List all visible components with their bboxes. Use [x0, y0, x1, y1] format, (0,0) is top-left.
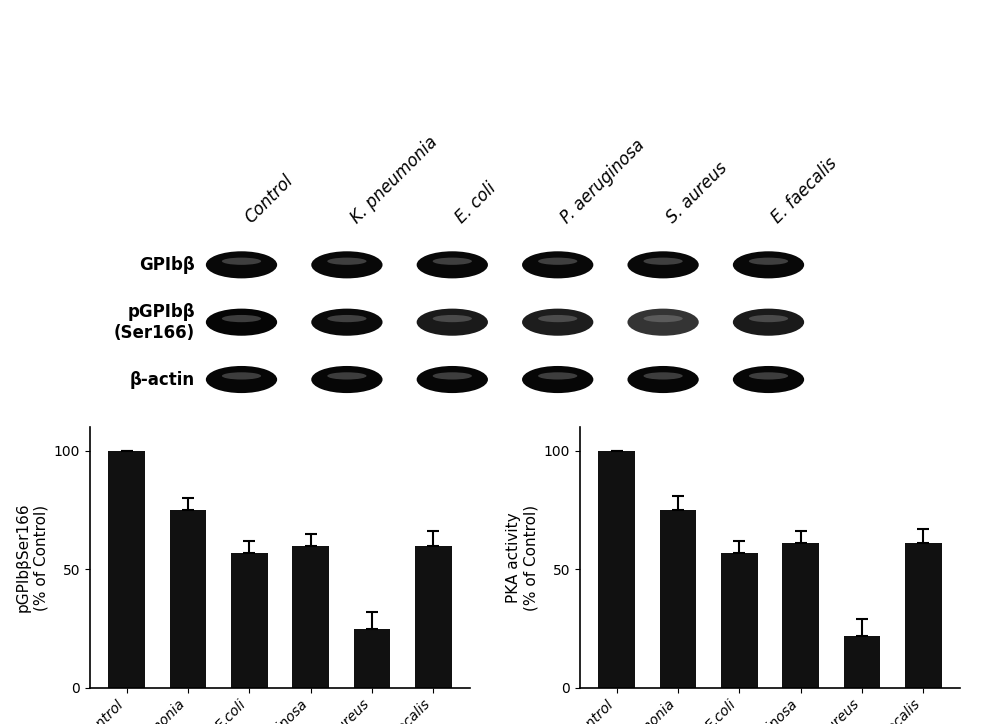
Bar — [721, 552, 758, 688]
Ellipse shape — [749, 315, 788, 322]
Ellipse shape — [311, 251, 383, 279]
Bar — [415, 546, 452, 688]
Ellipse shape — [433, 315, 472, 322]
Ellipse shape — [327, 258, 367, 265]
Text: Control: Control — [242, 172, 297, 227]
Ellipse shape — [627, 251, 699, 279]
Ellipse shape — [749, 258, 788, 265]
Text: pGPIbβ
(Ser166): pGPIbβ (Ser166) — [114, 303, 195, 342]
Bar — [905, 543, 942, 688]
Bar — [844, 636, 880, 688]
Bar — [292, 546, 329, 688]
Ellipse shape — [643, 258, 683, 265]
Ellipse shape — [749, 372, 788, 379]
Y-axis label: pGPIbβSer166
(% of Control): pGPIbβSer166 (% of Control) — [16, 502, 48, 613]
Bar — [108, 451, 145, 688]
Text: E. coli: E. coli — [452, 180, 500, 227]
Ellipse shape — [733, 308, 804, 336]
Ellipse shape — [222, 258, 261, 265]
Bar — [231, 552, 268, 688]
Ellipse shape — [538, 372, 577, 379]
Ellipse shape — [538, 315, 577, 322]
Ellipse shape — [311, 366, 383, 393]
Bar — [660, 510, 696, 688]
Ellipse shape — [733, 251, 804, 279]
Bar — [354, 628, 390, 688]
Text: S. aureus: S. aureus — [663, 159, 731, 227]
Text: P. aeruginosa: P. aeruginosa — [558, 136, 649, 227]
Ellipse shape — [522, 251, 593, 279]
Bar — [598, 451, 635, 688]
Ellipse shape — [206, 366, 277, 393]
Ellipse shape — [417, 251, 488, 279]
Ellipse shape — [206, 308, 277, 336]
Text: E. faecalis: E. faecalis — [768, 154, 841, 227]
Ellipse shape — [627, 366, 699, 393]
Ellipse shape — [417, 366, 488, 393]
Ellipse shape — [522, 366, 593, 393]
Ellipse shape — [222, 372, 261, 379]
Y-axis label: PKA activity
(% of Control): PKA activity (% of Control) — [506, 505, 538, 610]
Ellipse shape — [627, 308, 699, 336]
Bar — [170, 510, 206, 688]
Ellipse shape — [643, 372, 683, 379]
Ellipse shape — [327, 315, 367, 322]
Ellipse shape — [538, 258, 577, 265]
Ellipse shape — [222, 315, 261, 322]
Text: β-actin: β-actin — [130, 371, 195, 389]
Ellipse shape — [433, 372, 472, 379]
Ellipse shape — [433, 258, 472, 265]
Ellipse shape — [522, 308, 593, 336]
Ellipse shape — [206, 251, 277, 279]
Bar — [782, 543, 819, 688]
Ellipse shape — [733, 366, 804, 393]
Ellipse shape — [643, 315, 683, 322]
Text: GPIbβ: GPIbβ — [139, 256, 195, 274]
Ellipse shape — [311, 308, 383, 336]
Ellipse shape — [417, 308, 488, 336]
Text: K. pneumonia: K. pneumonia — [347, 133, 441, 227]
Ellipse shape — [327, 372, 367, 379]
